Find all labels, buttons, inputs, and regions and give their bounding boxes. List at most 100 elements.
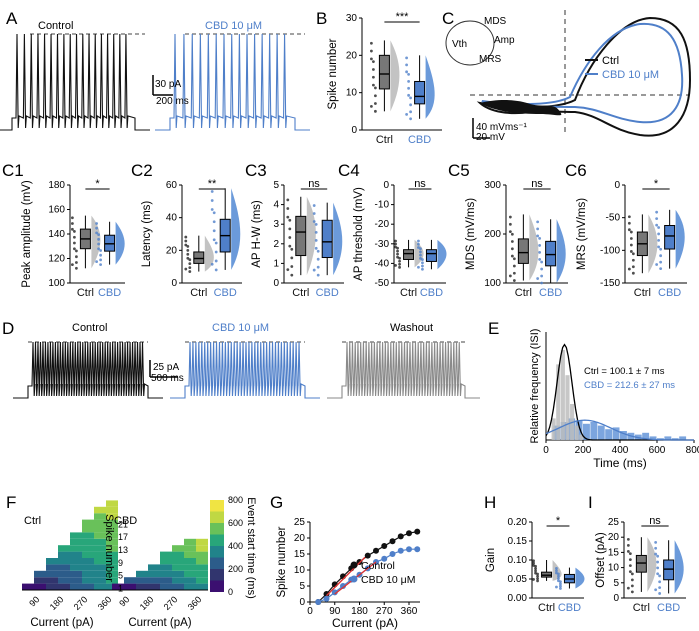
cbar-tick: 0 — [228, 587, 233, 597]
data-point — [540, 260, 544, 264]
heat-cell — [160, 570, 172, 578]
data-point — [657, 245, 661, 249]
data-point — [409, 117, 412, 121]
data-point — [421, 261, 424, 265]
heat-cell — [82, 583, 94, 590]
g-xlabel: Current (pA) — [332, 616, 398, 630]
heat-cell — [94, 583, 106, 590]
data-point — [405, 112, 408, 116]
c-scale-mv: 20 mV — [476, 132, 505, 143]
violin — [647, 537, 657, 592]
heat-cell — [46, 577, 58, 584]
data-point — [631, 265, 635, 269]
data-point — [75, 249, 78, 253]
data-point — [75, 255, 78, 259]
data-point — [655, 223, 659, 227]
x-tick-label: 360 — [401, 606, 418, 617]
box — [193, 251, 205, 264]
group-label: Ctrl — [77, 287, 94, 299]
hist-bar-cbd — [620, 431, 627, 440]
x-tick-label: 90 — [329, 606, 341, 617]
group-label: CBD — [658, 287, 681, 299]
data-point — [407, 86, 410, 90]
hist-bar-cbd — [649, 436, 657, 440]
gain-fit-ctrl — [326, 556, 366, 597]
data-point — [394, 263, 397, 267]
data-point — [210, 262, 214, 266]
heat-cell — [94, 526, 106, 533]
data-point — [398, 262, 401, 266]
violin — [231, 188, 241, 270]
data-point — [540, 274, 544, 278]
heat-y-tick: 13 — [118, 545, 128, 555]
violin — [91, 215, 101, 269]
heat-cell — [82, 558, 94, 565]
d-ctrl-title: Control — [72, 322, 107, 334]
violin — [425, 55, 435, 119]
heat-cell — [136, 577, 148, 584]
box — [663, 559, 675, 581]
box — [517, 238, 529, 264]
data-point — [658, 580, 662, 584]
heat-cell — [184, 545, 196, 552]
data-point — [97, 237, 100, 241]
y-tick-label: 15 — [294, 549, 306, 560]
data-point — [659, 260, 663, 264]
data-point — [316, 273, 320, 277]
series-point — [397, 547, 404, 554]
group-label: Ctrl — [190, 287, 207, 299]
data-point — [188, 258, 192, 262]
y-tick-label: -10 — [375, 200, 390, 211]
sig-label: ns — [308, 178, 320, 190]
data-point — [316, 257, 320, 261]
y-tick-label: -30 — [375, 239, 390, 250]
data-point — [210, 199, 214, 202]
data-point — [419, 253, 422, 257]
data-point — [405, 63, 408, 67]
x-tick-label: 800 — [686, 445, 699, 456]
data-point — [288, 227, 292, 231]
heat-cell — [106, 538, 118, 546]
g-legend-cbd-dot — [350, 575, 358, 583]
y-tick-label: 0.10 — [508, 555, 528, 566]
group-label: Ctrl — [515, 287, 532, 299]
violin — [675, 209, 685, 269]
group-label: Ctrl — [634, 287, 651, 299]
sig-label: ns — [531, 178, 543, 190]
heat-y-tick: 21 — [118, 519, 128, 529]
y-tick-label: 25 — [608, 517, 620, 528]
heat-cell — [184, 551, 196, 558]
violin — [204, 235, 214, 272]
series-point — [381, 555, 388, 562]
data-point — [508, 222, 512, 226]
y-tick-label: 40 — [166, 213, 178, 224]
data-point — [186, 256, 190, 260]
f-xlabel-cbd: Current (pA) — [128, 617, 191, 629]
data-point — [557, 574, 560, 578]
group-label: Ctrl — [538, 602, 555, 614]
data-point — [655, 263, 659, 266]
data-point — [286, 215, 290, 219]
hist-bar-cbd — [612, 427, 620, 440]
heat-cell — [94, 558, 106, 565]
data-point — [508, 274, 512, 278]
data-point — [656, 572, 660, 576]
g-legend-ctrl-dot — [350, 561, 358, 569]
data-point — [657, 226, 661, 229]
y-tick-label: 0 — [351, 125, 357, 136]
y-tick-label: 10 — [294, 565, 306, 576]
data-point — [658, 574, 662, 578]
y-tick-label: 0 — [614, 180, 620, 191]
data-point — [95, 260, 98, 264]
heat-cell — [70, 570, 82, 578]
sig-label: * — [95, 178, 100, 190]
panel-label-C: C — [442, 9, 454, 28]
data-point — [73, 235, 76, 239]
data-point — [534, 569, 537, 573]
y-tick-label: -50 — [606, 213, 621, 224]
panel-label-D: D — [2, 319, 14, 338]
data-point — [71, 263, 74, 267]
series-point — [389, 538, 396, 545]
data-point — [407, 93, 410, 97]
